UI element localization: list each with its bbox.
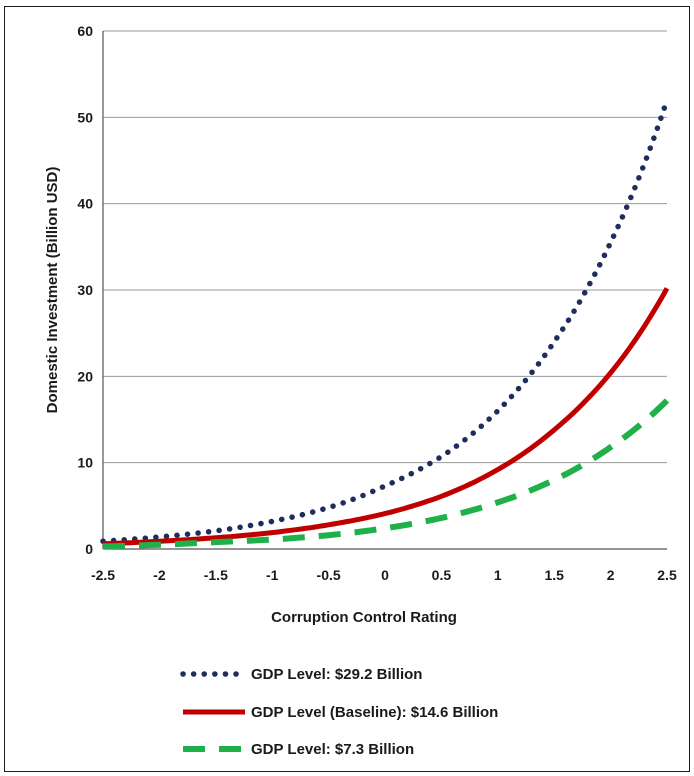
y-tick-label: 50 <box>77 109 93 125</box>
x-tick-label: -1.5 <box>204 567 228 583</box>
legend: GDP Level: $29.2 Billion GDP Level (Basel… <box>180 666 498 758</box>
x-tick-label: 1.5 <box>544 567 564 583</box>
x-tick-label: 0.5 <box>432 567 452 583</box>
y-tick-label: 10 <box>77 455 93 471</box>
gridlines <box>103 30 667 464</box>
x-tick-label: -0.5 <box>317 567 341 583</box>
legend-label-2: GDP Level (Baseline): $14.6 Billion <box>251 704 498 721</box>
legend-label-3: GDP Level: $7.3 Billion <box>251 741 414 758</box>
y-axis-label: Domestic Investment (Billion USD) <box>44 167 61 414</box>
y-tick-label: 30 <box>77 282 93 298</box>
series-line-2 <box>102 287 670 547</box>
series-line-1 <box>100 97 670 544</box>
x-tick-label: -1 <box>266 567 279 583</box>
chart-frame <box>4 6 690 772</box>
x-tick-label: 2 <box>607 567 615 583</box>
x-tick-label: 0 <box>381 567 389 583</box>
x-tick-label: 1 <box>494 567 502 583</box>
y-tick-label: 0 <box>85 541 93 557</box>
y-tick-label: 60 <box>77 23 93 39</box>
x-tick-label: 2.5 <box>657 567 677 583</box>
x-tick-label: -2 <box>153 567 166 583</box>
y-tick-label: 20 <box>77 368 93 384</box>
x-tick-labels: -2.5 -2 -1.5 -1 -0.5 0 0.5 1 1.5 2 2.5 <box>91 567 677 583</box>
legend-label-1: GDP Level: $29.2 Billion <box>251 666 422 683</box>
series-line-3 <box>102 398 670 550</box>
x-tick-label: -2.5 <box>91 567 115 583</box>
y-tick-labels: 0 10 20 30 40 50 60 <box>77 23 93 557</box>
x-axis-label: Corruption Control Rating <box>271 609 457 626</box>
series-lines <box>100 97 670 550</box>
y-tick-label: 40 <box>77 196 93 212</box>
axes <box>102 31 667 550</box>
